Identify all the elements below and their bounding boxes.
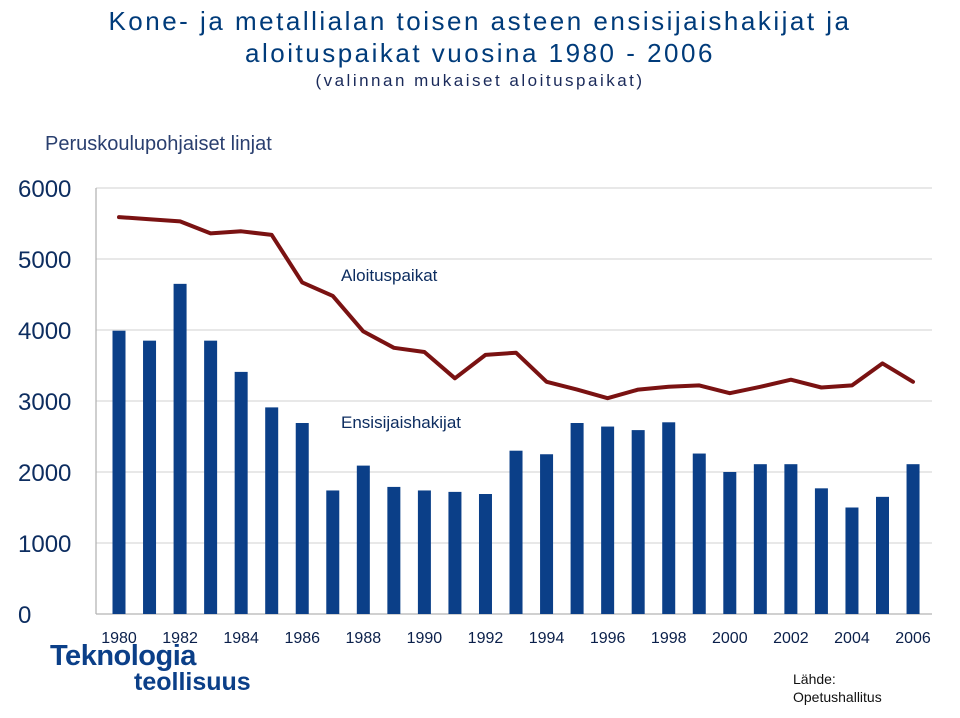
x-tick-label: 2004: [834, 630, 870, 647]
bar: [143, 340, 157, 614]
chart-title-line-3: (valinnan mukaiset aloituspaikat): [315, 71, 645, 90]
x-tick-label: 1990: [407, 630, 443, 647]
bar: [387, 486, 401, 614]
bar: [692, 453, 706, 614]
bar: [234, 371, 248, 614]
series-label-aloituspaikat: Aloituspaikat: [341, 266, 438, 285]
bar: [417, 490, 431, 614]
y-axis-ticks: 0 1000 2000 3000 4000 5000 6000: [18, 176, 71, 629]
x-tick-label: 2000: [712, 630, 748, 647]
bar: [876, 496, 889, 614]
line-series: [117, 215, 915, 401]
bar: [631, 430, 645, 614]
bar: [295, 423, 309, 614]
x-tick-label: 1982: [162, 630, 198, 647]
x-tick-label: 1986: [284, 630, 320, 647]
chart-subtitle: Peruskoulupohjaiset linjat: [45, 133, 272, 155]
x-tick-label: 2006: [895, 630, 931, 647]
y-tick-label: 6000: [18, 176, 71, 203]
bar: [509, 450, 523, 614]
bar: [753, 464, 767, 614]
bar: [326, 490, 340, 614]
logo-text-teknologia: Teknologia: [50, 640, 196, 672]
y-tick-label: 2000: [18, 460, 71, 487]
y-tick-label: 4000: [18, 318, 71, 345]
x-tick-label: 1980: [101, 630, 137, 647]
source-value: Opetushallitus: [793, 689, 882, 705]
y-tick-label: 0: [18, 602, 31, 629]
bar: [723, 472, 737, 614]
chart-title-line-1: Kone- ja metallialan toisen asteen ensis…: [108, 6, 852, 36]
bar: [173, 283, 187, 614]
x-tick-label: 1988: [346, 630, 382, 647]
bar: [814, 488, 828, 614]
x-tick-label: 1996: [590, 630, 626, 647]
x-tick-label: 1984: [223, 630, 259, 647]
y-tick-label: 5000: [18, 247, 71, 274]
bar: [540, 454, 554, 614]
bar: [601, 426, 615, 614]
bar: [448, 491, 462, 614]
bar: [265, 407, 279, 614]
bar: [845, 507, 859, 614]
bar: [662, 422, 676, 614]
bar: [204, 340, 218, 614]
x-axis-ticks: 1980 1982 1984 1986 1988 1990 1992 1994 1996 1998…: [101, 630, 931, 647]
series-label-ensisijaishakijat: Ensisijaishakijat: [341, 413, 461, 432]
bar: [906, 464, 920, 614]
source-label: Lähde:: [793, 671, 836, 687]
y-tick-label: 3000: [18, 389, 71, 416]
bar-series: [112, 283, 920, 614]
x-tick-label: 1994: [529, 630, 565, 647]
x-tick-label: 1992: [468, 630, 504, 647]
x-tick-label: 2002: [773, 630, 809, 647]
bar: [112, 330, 126, 614]
source-note: Lähde: Opetushallitus: [793, 670, 882, 706]
bar: [478, 494, 492, 614]
series-labels: Aloituspaikat Ensisijaishakijat: [341, 266, 461, 432]
bar: [356, 465, 370, 614]
chart-title-line-2: aloituspaikat vuosina 1980 - 2006: [245, 38, 715, 68]
line-series-aloituspaikat: [117, 215, 915, 401]
bar: [570, 423, 584, 614]
x-tick-label: 1998: [651, 630, 687, 647]
y-tick-label: 1000: [18, 531, 71, 558]
bar: [784, 464, 798, 614]
logo-text-teollisuus: teollisuus: [134, 668, 251, 696]
